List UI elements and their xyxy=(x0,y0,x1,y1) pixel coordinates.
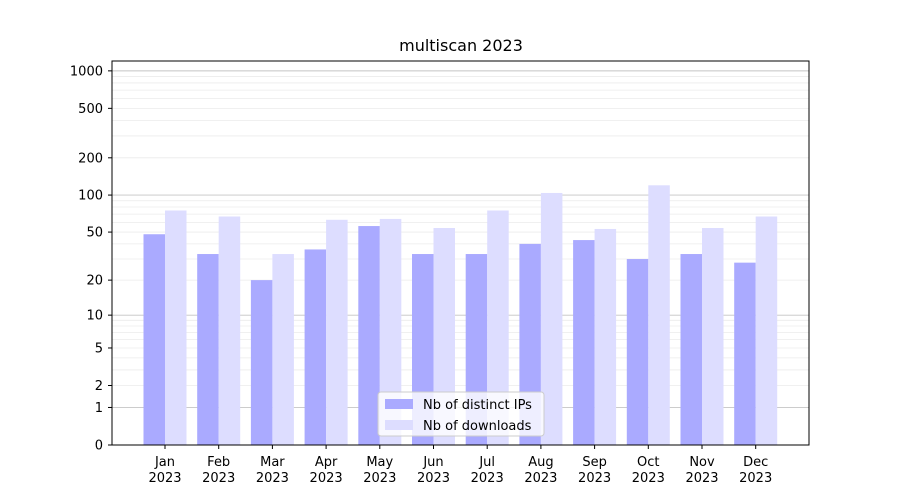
x-tick-year-label: 2023 xyxy=(202,471,235,486)
bar-downloads xyxy=(379,218,402,445)
x-tick-label: Sep xyxy=(582,455,607,470)
x-tick-label: Nov xyxy=(689,455,715,470)
y-tick-label: 1000 xyxy=(70,64,103,79)
bar-distinct-ips xyxy=(143,234,165,445)
bar-downloads xyxy=(272,254,294,445)
legend-label: Nb of downloads xyxy=(423,419,532,434)
x-tick-year-label: 2023 xyxy=(471,471,504,486)
bar-downloads xyxy=(218,216,241,445)
x-tick-label: Dec xyxy=(743,455,768,470)
chart-title: multiscan 2023 xyxy=(399,36,523,55)
bar-downloads xyxy=(755,216,778,445)
x-tick-label: Jul xyxy=(478,455,495,470)
bar-downloads xyxy=(648,185,670,445)
bar-downloads xyxy=(702,227,724,445)
y-tick-label: 50 xyxy=(86,226,103,241)
bar-downloads xyxy=(540,192,563,445)
x-tick-year-label: 2023 xyxy=(524,471,557,486)
bar-distinct-ips xyxy=(680,254,702,445)
bar-downloads xyxy=(594,228,617,445)
x-tick-label: May xyxy=(366,455,393,470)
axes: 01251020501002005001000Jan2023Feb2023Mar… xyxy=(70,60,810,486)
y-tick-label: 2 xyxy=(95,379,103,394)
x-tick-year-label: 2023 xyxy=(632,471,665,486)
y-tick-label: 100 xyxy=(78,189,103,204)
legend-box xyxy=(377,391,545,437)
legend: Nb of distinct IPs Nb of downloads xyxy=(377,391,545,437)
y-tick-label: 1 xyxy=(95,401,103,416)
x-tick-label: Apr xyxy=(315,455,338,470)
legend-swatch xyxy=(385,420,413,430)
x-tick-year-label: 2023 xyxy=(685,471,718,486)
bar-downloads xyxy=(165,210,187,445)
x-tick-label: Jan xyxy=(154,455,175,470)
y-tick-label: 0 xyxy=(95,439,103,454)
y-tick-label: 500 xyxy=(78,102,103,117)
bar-distinct-ips xyxy=(304,249,327,445)
legend-swatch xyxy=(385,399,413,409)
x-tick-label: Oct xyxy=(637,455,659,470)
legend-label: Nb of distinct IPs xyxy=(423,398,532,413)
x-tick-year-label: 2023 xyxy=(363,471,396,486)
x-tick-year-label: 2023 xyxy=(578,471,611,486)
y-tick-label: 200 xyxy=(78,151,103,166)
plot-frame xyxy=(111,60,810,446)
x-tick-year-label: 2023 xyxy=(739,471,772,486)
x-tick-year-label: 2023 xyxy=(310,471,343,486)
bar-downloads xyxy=(326,219,348,445)
x-tick-year-label: 2023 xyxy=(148,471,181,486)
bar-downloads xyxy=(433,227,455,445)
bar-distinct-ips xyxy=(358,226,380,445)
x-tick-label: Jun xyxy=(422,455,443,470)
x-tick-label: Mar xyxy=(260,455,285,470)
bar-distinct-ips xyxy=(197,254,219,445)
x-tick-year-label: 2023 xyxy=(417,471,450,486)
bar-distinct-ips xyxy=(250,280,273,445)
bar-distinct-ips xyxy=(626,259,649,445)
bar-downloads xyxy=(487,210,509,445)
y-tick-label: 20 xyxy=(86,274,103,289)
x-tick-year-label: 2023 xyxy=(256,471,289,486)
y-tick-label: 10 xyxy=(86,309,103,324)
y-tick-label: 5 xyxy=(95,341,103,356)
bar-distinct-ips xyxy=(573,240,595,445)
x-tick-label: Feb xyxy=(207,455,230,470)
x-tick-label: Aug xyxy=(528,455,553,470)
bar-distinct-ips xyxy=(734,262,756,445)
